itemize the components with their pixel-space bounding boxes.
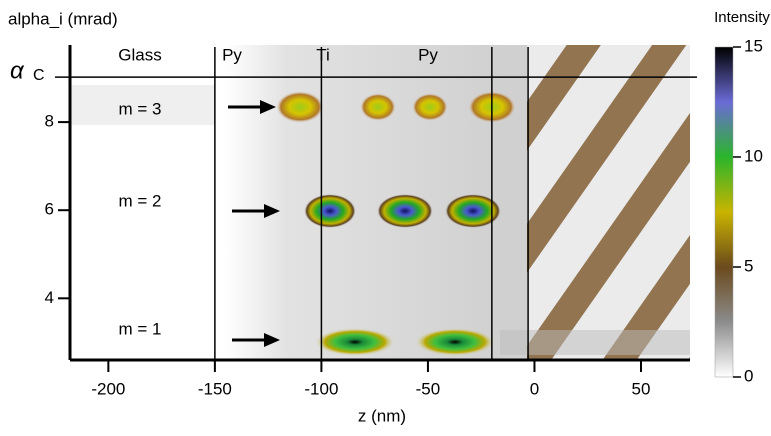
- mode-label: m = 3: [119, 99, 162, 118]
- x-tick-label: 50: [632, 379, 651, 398]
- layer-label: Py: [222, 45, 242, 64]
- x-tick-label: 0: [530, 379, 539, 398]
- y-tick-label: 6: [45, 200, 54, 219]
- x-tick-label: -150: [198, 379, 232, 398]
- colorbar-tick-label: 10: [744, 146, 763, 165]
- x-tick-label: -50: [416, 379, 441, 398]
- x-tick-label: -200: [91, 379, 125, 398]
- x-axis-label: z (nm): [358, 406, 406, 425]
- mode-label: m = 2: [119, 191, 162, 210]
- alpha-c-symbol: α: [10, 57, 25, 84]
- layer-label: Py: [418, 45, 438, 64]
- arrows: [228, 100, 280, 347]
- y-tick-label: 4: [45, 288, 54, 307]
- layer-label: Glass: [118, 45, 161, 64]
- colorbar: [714, 46, 734, 378]
- y-axis-label: alpha_i (mrad): [8, 9, 118, 28]
- x-tick-label: -100: [304, 379, 338, 398]
- y-tick-label: 8: [45, 112, 54, 131]
- mode-label: m = 1: [119, 319, 162, 338]
- layer-label: Ti: [316, 45, 330, 64]
- alpha-c-sub: C: [33, 67, 45, 84]
- heatmap-image: [70, 45, 690, 360]
- colorbar-tick-label: 0: [744, 366, 753, 385]
- colorbar-tick-label: 15: [744, 36, 763, 55]
- colorbar-tick-label: 5: [744, 256, 753, 275]
- colorbar-label: Intensity: [714, 9, 770, 26]
